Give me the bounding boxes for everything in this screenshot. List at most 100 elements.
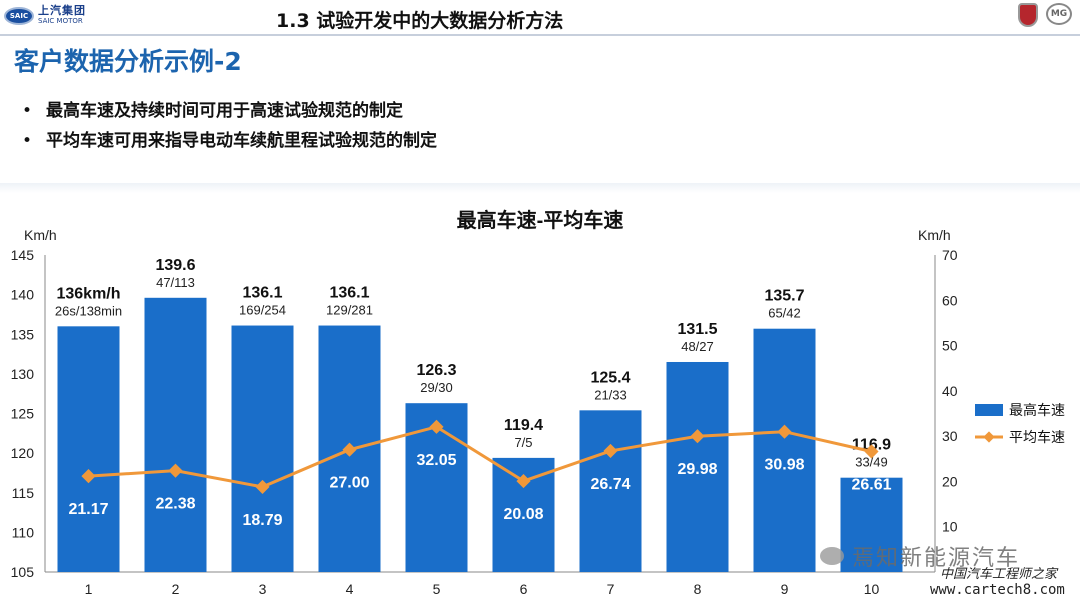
y-right-tick-label: 50 [942,338,958,354]
avg-speed-value-label: 20.08 [503,506,543,523]
y-left-tick-label: 110 [12,524,35,540]
y-right-tick-label: 10 [942,519,958,535]
bar-max-speed [753,328,816,572]
bar-value-label: 126.3 [416,362,456,379]
bullet-list: 最高车速及持续时间可用于高速试验规范的制定 平均车速可用来指导电动车续航里程试验… [22,96,437,156]
header: SAIC 上汽集团 SAIC MOTOR 1.3 试验开发中的大数据分析方法 M… [0,0,1080,34]
watermark-sub2: www.cartech8.com [930,582,1065,598]
avg-speed-point [429,419,444,434]
watermark-sub1: 中国汽车工程师之家 [940,567,1058,582]
avg-speed-value-label: 26.74 [590,476,630,493]
mg-logo-icon: MG [1046,3,1072,25]
x-tick-label: 5 [433,581,441,597]
saic-badge-icon: SAIC [4,7,34,25]
avg-speed-value-label: 27.00 [329,475,369,492]
bar-sub-label: 169/254 [239,303,286,318]
avg-speed-value-label: 26.61 [851,476,891,493]
y-left-axis-label: Km/h [24,227,57,243]
avg-speed-value-label: 21.17 [68,501,108,518]
y-right-tick-label: 20 [942,473,958,489]
avg-speed-point [81,469,96,484]
y-left-tick-label: 130 [11,366,35,382]
bar-sub-label: 21/33 [594,387,627,402]
bar-sub-label: 129/281 [326,303,373,318]
legend-bar-label: 最高车速 [1009,402,1065,418]
x-tick-label: 3 [259,581,267,597]
avg-speed-point [690,429,705,444]
watermark: 焉知新能源汽车 [820,540,1020,572]
chart-title: 最高车速-平均车速 [457,208,624,232]
bar-max-speed [231,325,294,572]
bar-value-label: 136.1 [329,285,369,302]
bar-sub-label: 7/5 [514,435,532,450]
legend-bar-swatch [975,404,1003,416]
y-right-tick-label: 70 [942,247,958,263]
avg-speed-line [88,425,872,489]
x-tick-label: 2 [172,581,180,597]
y-left-tick-label: 125 [11,406,35,422]
bar-max-speed [57,326,120,572]
x-tick-label: 4 [346,581,354,597]
legend-line-label: 平均车速 [1009,429,1065,445]
y-right-tick-label: 40 [942,383,958,399]
avg-speed-value-label: 18.79 [242,512,282,529]
avg-speed-point [603,443,618,458]
bar-sub-label: 33/49 [855,455,888,470]
bar-sub-label: 29/30 [420,380,453,395]
avg-speed-value-label: 22.38 [155,496,195,513]
avg-speed-value-label: 32.05 [416,452,456,469]
y-left-tick-label: 145 [11,247,35,263]
x-tick-label: 9 [781,581,789,597]
bar-value-label: 136.1 [242,285,282,302]
bar-value-label: 139.6 [155,257,195,274]
x-tick-label: 10 [864,581,880,597]
y-right-tick-label: 30 [942,428,958,444]
bar-max-speed [144,297,207,572]
x-tick-label: 7 [607,581,615,597]
bar-max-speed [666,361,729,572]
avg-speed-value-label: 29.98 [677,461,717,478]
watermark-text: 焉知新能源汽车 [852,546,1021,571]
section-title: 1.3 试验开发中的大数据分析方法 [276,10,564,32]
bar-sub-label: 65/42 [768,306,801,321]
avg-speed-point [168,463,183,478]
bar-max-speed [579,410,642,572]
x-tick-label: 1 [85,581,93,597]
y-left-tick-label: 135 [11,326,35,342]
logo-en-text: SAIC MOTOR [38,17,83,25]
bar-value-label: 131.5 [677,321,717,338]
y-left-tick-label: 120 [11,445,35,461]
avg-speed-point [516,473,531,489]
brand-logos: MG [1018,3,1072,27]
bar-value-label: 119.4 [504,417,543,434]
logo-cn-text: 上汽集团 [38,4,86,17]
avg-speed-value-label: 30.98 [764,457,804,474]
x-tick-label: 8 [694,581,702,597]
chart-panel: 最高车速-平均车速 Km/h Km/h 105 110 115 120 125 130 135 14… [0,183,1080,607]
header-divider [0,34,1080,36]
saic-logo: SAIC 上汽集团 SAIC MOTOR [4,4,86,26]
slide-title: 客户数据分析示例-2 [14,47,242,76]
bar-sub-label: 48/27 [681,339,714,354]
bar-value-label: 125.4 [590,369,630,386]
bar-value-label: 135.7 [764,288,804,305]
y-left-tick-label: 140 [11,287,35,303]
bullet-item: 平均车速可用来指导电动车续航里程试验规范的制定 [22,126,437,156]
bullet-item: 最高车速及持续时间可用于高速试验规范的制定 [22,96,437,126]
bar-sub-label: 47/113 [156,275,195,290]
avg-speed-point [255,479,270,494]
bar-max-speed [840,477,903,572]
wechat-icon [820,547,844,565]
chart-panel-shade [0,183,1080,193]
roewe-logo-icon [1018,3,1038,27]
avg-speed-point [777,424,792,439]
bar-value-label: 136km/h [56,285,120,302]
y-right-tick-label: 60 [942,292,958,308]
legend-line-marker [983,431,995,443]
y-right-axis-label: Km/h [918,227,951,243]
avg-speed-point [342,442,357,457]
bar-sub-label: 26s/138min [55,303,122,318]
y-left-tick-label: 105 [11,564,35,580]
y-left-tick-label: 115 [12,485,35,501]
